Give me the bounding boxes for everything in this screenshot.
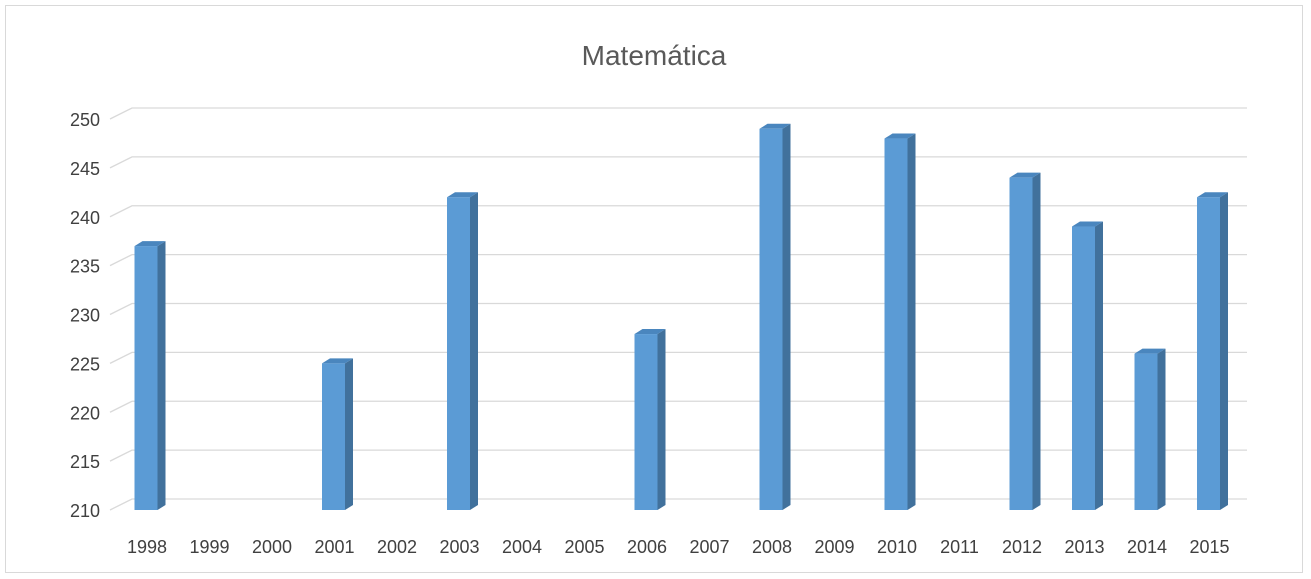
bar-front — [1072, 226, 1095, 510]
bar — [884, 133, 916, 511]
gridline — [109, 107, 1247, 120]
bar-top — [634, 329, 666, 335]
bars — [134, 123, 1228, 511]
bar — [447, 192, 478, 510]
bar-side — [657, 329, 666, 510]
bar-side — [157, 241, 166, 510]
bar-top — [1009, 172, 1041, 178]
bar-front — [1009, 177, 1033, 510]
bar-top — [884, 133, 916, 139]
bar-top — [1072, 221, 1103, 227]
bar — [1072, 221, 1103, 510]
bar — [1134, 348, 1166, 510]
x-tick-label: 2006 — [627, 537, 667, 557]
bar-top — [322, 358, 353, 364]
x-tick-label: 2007 — [689, 537, 729, 557]
bar — [322, 358, 353, 510]
gridline — [109, 156, 1247, 169]
bar-side — [345, 358, 353, 510]
bar-side — [1220, 192, 1228, 510]
gridline — [109, 253, 1247, 267]
bar-front — [447, 197, 470, 510]
bar — [134, 241, 166, 510]
y-tick-label: 220 — [70, 403, 100, 423]
x-tick-label: 2004 — [502, 537, 542, 557]
x-tick-label: 2009 — [814, 537, 854, 557]
y-tick-label: 230 — [70, 306, 100, 326]
bar-front — [322, 363, 345, 510]
bar-side — [1095, 221, 1103, 510]
gridline — [109, 400, 1247, 413]
bar-front — [1197, 197, 1220, 510]
bar-side — [1157, 348, 1166, 510]
x-tick-label: 2008 — [752, 537, 792, 557]
x-tick-label: 1998 — [127, 537, 167, 557]
bar-top — [1134, 348, 1166, 354]
x-tick-label: 2003 — [439, 537, 479, 557]
x-tick-label: 2014 — [1127, 537, 1167, 557]
y-tick-label: 250 — [70, 110, 100, 130]
x-tick-label: 2015 — [1189, 537, 1229, 557]
bar-front — [1134, 353, 1158, 510]
x-tick-label: 2005 — [564, 537, 604, 557]
bar-front — [134, 246, 158, 510]
x-tick-label: 2012 — [1002, 537, 1042, 557]
bar-front — [634, 334, 658, 510]
x-tick-label: 2011 — [940, 537, 979, 557]
y-tick-label: 225 — [70, 354, 100, 374]
y-tick-label: 215 — [70, 452, 100, 472]
y-tick-label: 235 — [70, 257, 100, 277]
gridline — [109, 302, 1247, 316]
bar-top — [134, 241, 166, 247]
x-axis-ticks: 1998 1999 2000 2001 2002 2003 2004 2005 2006 2007… — [127, 537, 1230, 557]
x-tick-label: 2010 — [877, 537, 917, 557]
bar — [634, 329, 666, 510]
y-tick-label: 245 — [70, 159, 100, 179]
x-tick-label: 1999 — [189, 537, 229, 557]
bar — [1197, 192, 1228, 510]
bar-side — [782, 123, 791, 511]
gridline — [109, 498, 1247, 511]
x-tick-label: 2000 — [252, 537, 292, 557]
gridline — [109, 449, 1247, 462]
bar — [759, 123, 791, 511]
gridlines — [109, 107, 1247, 511]
x-tick-label: 2001 — [314, 537, 354, 557]
bar-front — [884, 138, 908, 511]
gridline — [109, 205, 1247, 218]
y-tick-label: 210 — [70, 501, 100, 521]
bar-top — [1197, 192, 1228, 198]
bar-top — [447, 192, 478, 198]
chart-title: Matemática — [581, 40, 727, 71]
bar-top — [759, 123, 791, 129]
gridline — [109, 351, 1247, 364]
bar-side — [1032, 172, 1041, 510]
y-axis-ticks: 210 215 220 225 230 235 240 245 250 — [70, 110, 100, 521]
bar-front — [759, 128, 783, 510]
bar-side — [907, 133, 916, 511]
x-tick-label: 2013 — [1064, 537, 1104, 557]
bar-side — [470, 192, 478, 510]
x-tick-label: 2002 — [377, 537, 417, 557]
y-tick-label: 240 — [70, 208, 100, 228]
bar — [1009, 172, 1041, 510]
